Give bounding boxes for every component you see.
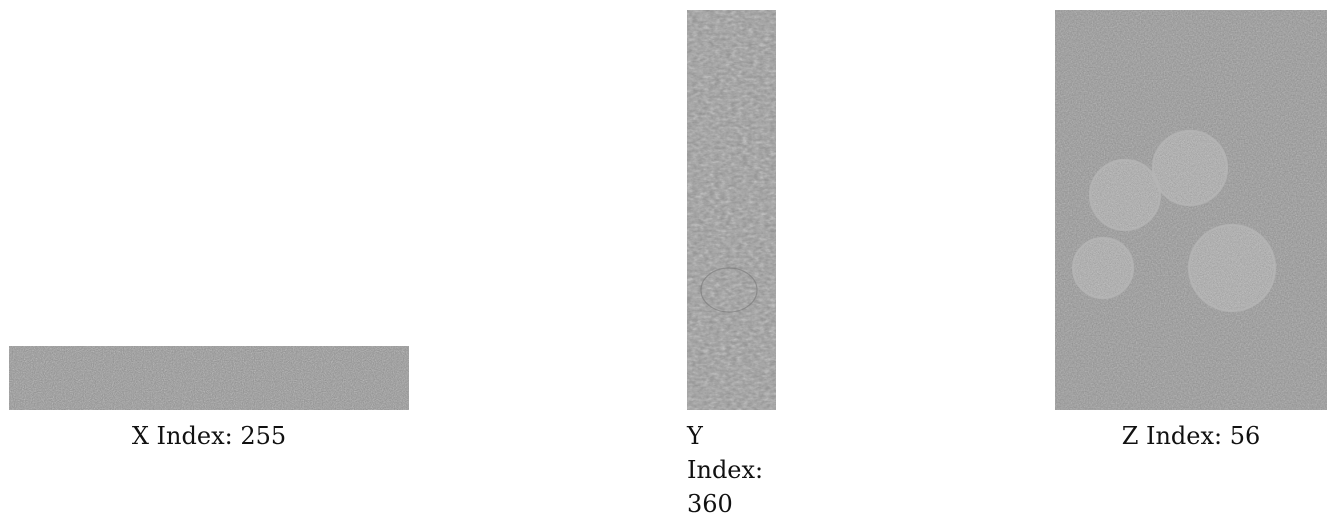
z-index-label: Z Index: 56 [1055, 419, 1327, 453]
x-slice-texture [9, 346, 409, 410]
y-index-line2: Index: [687, 456, 764, 484]
y-index-line3: 360 [687, 490, 733, 518]
x-index-prefix: X Index: [131, 422, 233, 450]
y-index-line1: Y [687, 422, 703, 450]
y-slice-image [687, 10, 776, 410]
z-index-value: 56 [1229, 422, 1261, 450]
y-index-label: Y Index: 360 [687, 419, 776, 521]
z-index-prefix: Z Index: [1121, 422, 1223, 450]
x-slice-image [9, 346, 409, 410]
z-slice-texture [1055, 10, 1327, 410]
x-index-value: 255 [240, 422, 287, 450]
y-slice-texture [687, 10, 776, 410]
z-slice-image [1055, 10, 1327, 410]
x-index-label: X Index: 255 [9, 419, 409, 453]
